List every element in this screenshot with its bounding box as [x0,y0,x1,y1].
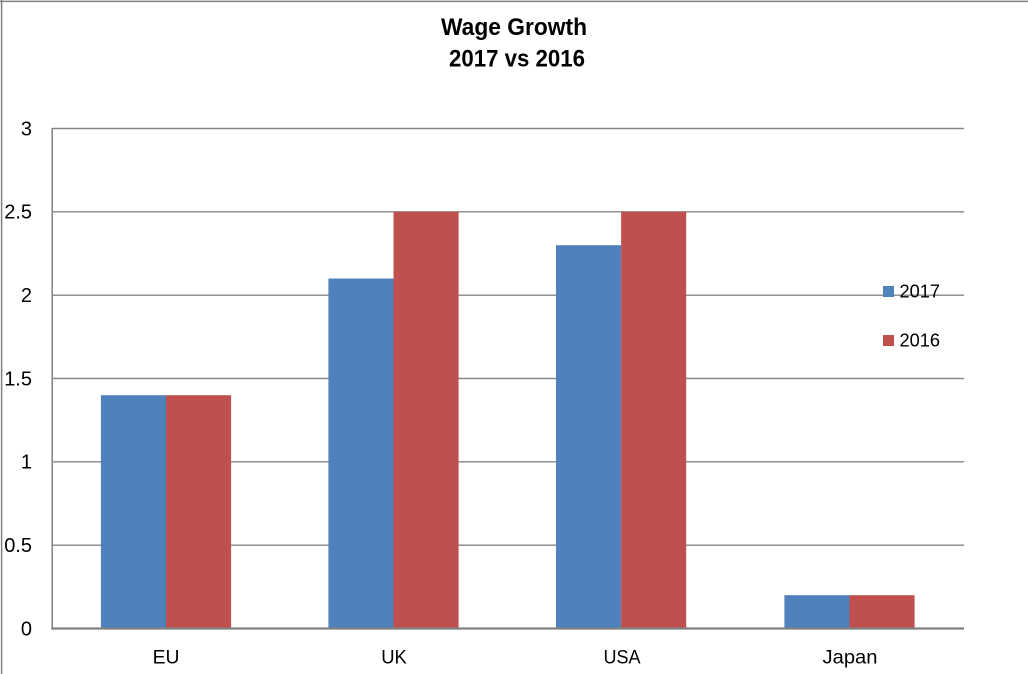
svg-text:Wage Growth: Wage Growth [441,14,587,41]
svg-text:EU: EU [153,647,180,669]
svg-text:0.5: 0.5 [4,535,32,557]
svg-text:2016: 2016 [900,330,941,350]
svg-text:2017 vs 2016: 2017 vs 2016 [449,46,585,73]
svg-text:0: 0 [21,618,32,640]
svg-text:2: 2 [21,285,32,307]
svg-text:UK: UK [381,647,407,669]
svg-text:1.5: 1.5 [4,368,32,390]
svg-text:Japan: Japan [823,647,878,669]
svg-text:2.5: 2.5 [4,202,32,224]
svg-text:1: 1 [21,452,32,474]
svg-text:2017: 2017 [900,281,941,301]
svg-text:3: 3 [21,118,32,140]
svg-text:USA: USA [603,647,640,669]
